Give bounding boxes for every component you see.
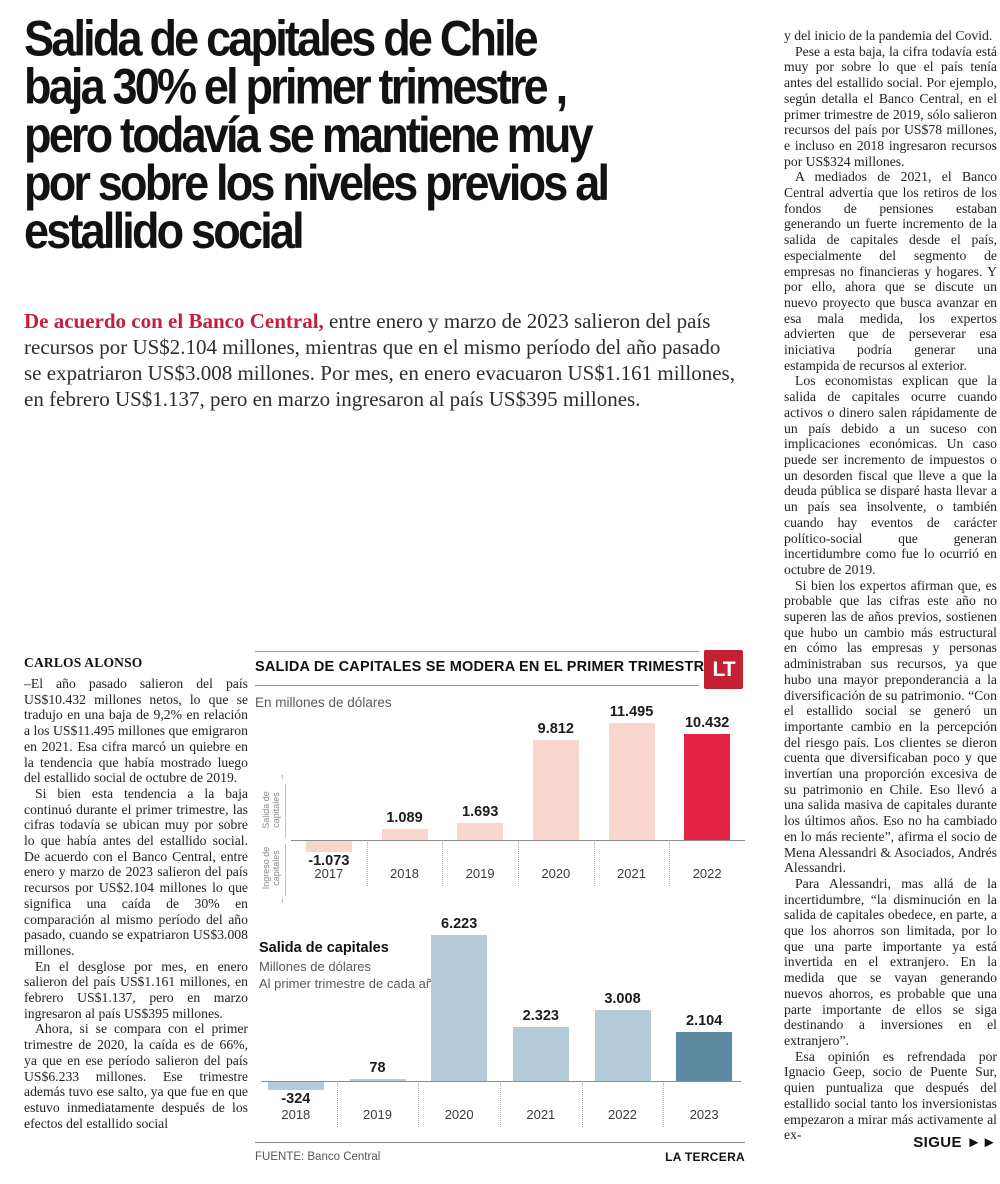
lede-paragraph: De acuerdo con el Banco Central, entre e… [24, 308, 736, 412]
divider [255, 1142, 745, 1143]
headline-line: Salida de capitales de Chile [24, 9, 539, 67]
x-axis [261, 1081, 741, 1082]
axis-tick-line [285, 844, 286, 896]
x-tick-label: 2018 [390, 866, 419, 881]
bar-2020 [431, 935, 488, 1081]
x-tick-label: 2020 [541, 866, 571, 881]
bar-value-label: 78 [369, 1060, 386, 1076]
divider [255, 651, 699, 652]
bar-value-label: 9.812 [537, 721, 574, 737]
body-paragraph: Pese a esta baja, la cifra todavía está … [784, 43, 997, 169]
x-tick-label: 2017 [314, 866, 344, 881]
bar-value-label: 10.432 [684, 715, 730, 731]
lt-newspaper-logo: LT [704, 650, 743, 689]
lt-logo-text: LT [712, 657, 735, 681]
category-separator [442, 842, 444, 886]
body-paragraph: Los economistas explican que la salida d… [784, 373, 997, 577]
bar-2023 [676, 1032, 733, 1081]
newspaper-credit: LA TERCERA [665, 1150, 745, 1164]
axis-tick-line [285, 784, 286, 838]
bar-value-label: 3.008 [604, 991, 641, 1007]
bar-value-label: -1.073 [308, 853, 350, 869]
body-paragraph: Si bien esta tendencia a la baja continu… [24, 785, 248, 958]
bar-2022 [594, 1010, 651, 1081]
body-paragraph: Si bien los expertos afirman que, es pro… [784, 577, 997, 876]
divider [255, 685, 699, 686]
bar-2021 [608, 723, 655, 840]
chart2-title: Salida de capitales [259, 940, 389, 956]
x-tick-label: 2019 [465, 866, 495, 881]
bar-2022 [684, 734, 731, 840]
chart2-note: Al primer trimestre de cada año [259, 975, 441, 991]
category-separator [366, 842, 368, 886]
headline-line: estallido social [24, 202, 305, 260]
bar-2018 [381, 829, 428, 840]
x-tick-label: 2018 [281, 1107, 311, 1122]
body-paragraph: Ahora, si se compara con el primer trime… [24, 1021, 248, 1131]
x-tick-label: 2020 [444, 1107, 474, 1122]
bar-2019 [457, 823, 504, 840]
x-tick-label: 2019 [363, 1107, 392, 1122]
body-paragraph: y del inicio de la pandemia del Covid. [784, 28, 993, 43]
chart2-subtitle: Millones de dólares [259, 959, 372, 974]
chart-source: FUENTE: Banco Central [255, 1151, 381, 1163]
chart-capital-outflow-annual: -1.073 2017 1.089 2018 1.693 2019 9.812 2020 11.… [255, 704, 745, 890]
x-tick-label: 2021 [526, 1107, 556, 1122]
category-separator [336, 1083, 338, 1127]
bar-value-label: 1.089 [386, 810, 423, 826]
x-axis [291, 840, 745, 841]
bar-2018 [267, 1082, 324, 1090]
headline: Salida de capitales de Chile baja 30% el… [24, 9, 744, 260]
x-tick-label: 2021 [617, 866, 646, 881]
bar-value-label: 6.223 [441, 916, 478, 932]
continuation-marker: SIGUE ►► [913, 1134, 997, 1151]
lede-text: entre enero y marzo de 2023 salieron del… [24, 309, 735, 411]
axis-arrow-up-icon: ↑ [280, 772, 285, 782]
bar-value-label: 1.693 [462, 804, 499, 820]
bar-2021 [512, 1027, 569, 1081]
headline-line: baja 30% el primer trimestre , [24, 57, 568, 115]
chart-capital-outflow-q1: -324 2018 78 2019 6.223 2020 2.323 2021 3.008 202… [255, 916, 745, 1141]
x-tick-label: 2022 [608, 1107, 637, 1122]
right-text-column: y del inicio de la pandemia del Covid. P… [784, 28, 997, 1143]
category-separator [669, 842, 671, 886]
category-separator [518, 842, 519, 886]
category-separator [581, 1083, 583, 1127]
x-tick-label: 2023 [689, 1107, 719, 1122]
category-separator [663, 1083, 665, 1127]
body-paragraph: En el desglose por mes, en enero saliero… [24, 958, 248, 1021]
bar-2017 [305, 841, 352, 852]
lede-lead-in: De acuerdo con el Banco Central, [24, 309, 324, 333]
bar-2020 [532, 740, 579, 840]
body-paragraph: Esa opinión es refrendada por Ignacio Ge… [784, 1048, 997, 1143]
category-separator [500, 1083, 501, 1127]
infographic-block: SALIDA DE CAPITALES SE MODERA EN EL PRIM… [255, 648, 745, 1184]
bar-value-label: 11.495 [609, 704, 654, 720]
byline: CARLOS ALONSO [24, 655, 143, 670]
chart2-titles: Salida de capitales Millones de dólares … [259, 940, 469, 992]
category-separator [418, 1083, 420, 1127]
bar-value-label: -324 [281, 1091, 311, 1107]
bar-value-label: 2.323 [522, 1008, 559, 1024]
headline-line: pero todavía se mantiene muy [24, 105, 594, 163]
headline-line: por sobre los niveles previos al [24, 154, 610, 212]
left-text-column: CARLOS ALONSO –El año pasado salieron de… [24, 655, 248, 1131]
x-tick-label: 2022 [692, 866, 722, 881]
body-paragraph: A mediados de 2021, el Banco Central adv… [784, 169, 997, 373]
body-paragraph: Para Alessandri, mas allá de la incertid… [784, 875, 997, 1048]
infographic-subtitle: En millones de dólares [255, 695, 392, 710]
bar-value-label: 2.104 [686, 1013, 723, 1029]
bar-2019 [349, 1079, 406, 1081]
body-paragraph: –El año pasado salieron del país US$10.4… [24, 676, 248, 786]
infographic-title: SALIDA DE CAPITALES SE MODERA EN EL PRIM… [255, 659, 715, 675]
category-separator [593, 842, 595, 886]
axis-arrow-down-icon: ↓ [280, 894, 285, 904]
